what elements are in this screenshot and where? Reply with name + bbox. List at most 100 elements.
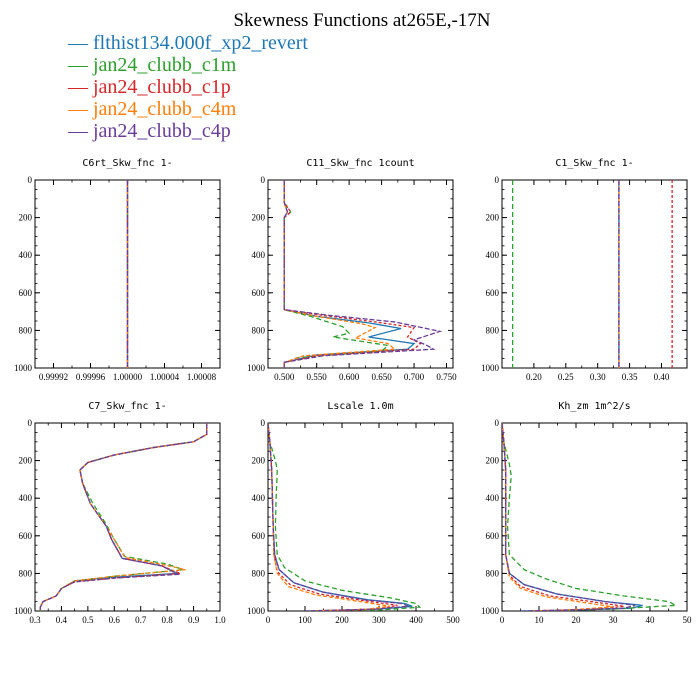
x-tick-label: 1.00000 (113, 372, 143, 382)
y-tick-label: 200 (19, 213, 33, 223)
x-tick-label: 400 (409, 615, 423, 625)
legend-entry-2: — jan24_clubb_c1m (67, 54, 237, 76)
legend-entry-5: — jan24_clubb_c4p (67, 120, 231, 142)
panel-title: C1_Skw_fnc 1- (555, 158, 633, 169)
x-tick-label: 100 (298, 615, 312, 625)
y-tick-label: 400 (486, 250, 500, 260)
x-tick-label: 1.00008 (187, 372, 217, 382)
panel-title: C6rt_Skw_fnc 1- (82, 158, 172, 169)
x-tick-label: 40 (646, 615, 656, 625)
x-tick-label: 0.3 (29, 615, 41, 625)
x-tick-label: 0 (266, 615, 271, 625)
x-tick-label: 0.99996 (76, 372, 106, 382)
y-tick-label: 400 (19, 493, 33, 503)
panel-title: C7_Skw_fnc 1- (88, 401, 166, 412)
series-line-5 (268, 423, 409, 611)
series-line-5 (283, 180, 443, 368)
y-tick-label: 0 (495, 418, 500, 428)
y-tick-label: 200 (486, 456, 500, 466)
series-line-4 (268, 423, 391, 611)
panel-3: C1_Skw_fnc 1- 0 200 400 600 800 1000 0.20 0.25 0.… (481, 158, 688, 382)
x-tick-label: 0.5 (82, 615, 94, 625)
x-tick-label: 0.30 (590, 372, 606, 382)
y-tick-label: 600 (19, 288, 33, 298)
x-tick-label: 50 (683, 615, 693, 625)
y-tick-label: 600 (486, 288, 500, 298)
x-tick-label: 0.700 (404, 372, 425, 382)
series-line-5 (502, 423, 636, 611)
x-tick-label: 1.0 (214, 615, 226, 625)
y-tick-label: 600 (252, 288, 266, 298)
y-tick-label: 1000 (481, 606, 500, 616)
series-line-4 (502, 423, 614, 611)
x-tick-label: 0.750 (436, 372, 457, 382)
x-tick-label: 0 (500, 615, 505, 625)
y-tick-label: 800 (252, 568, 266, 578)
y-tick-label: 400 (19, 250, 33, 260)
x-tick-label: 0.9 (188, 615, 200, 625)
legend-entry-4: — jan24_clubb_c4m (67, 98, 237, 120)
series-line-2 (502, 423, 679, 611)
series-line-4 (283, 180, 397, 368)
series-line-5 (39, 423, 208, 611)
y-tick-label: 800 (252, 325, 266, 335)
y-tick-label: 600 (19, 531, 33, 541)
y-tick-label: 600 (486, 531, 500, 541)
legend: — flthist134.000f_xp2_revert— jan24_club… (67, 32, 308, 142)
series-line-2 (268, 423, 422, 611)
legend-entry-3: — jan24_clubb_c1p (67, 76, 231, 98)
x-tick-label: 0.500 (274, 372, 295, 382)
y-tick-label: 400 (486, 493, 500, 503)
x-tick-label: 20 (572, 615, 582, 625)
y-tick-label: 0 (28, 418, 33, 428)
x-tick-label: 200 (335, 615, 349, 625)
figure-title: Skewness Functions at265E,-17N (233, 10, 490, 31)
x-tick-label: 0.6 (109, 615, 121, 625)
x-tick-label: 0.8 (162, 615, 174, 625)
x-tick-label: 0.550 (307, 372, 328, 382)
x-tick-label: 0.7 (135, 615, 147, 625)
y-tick-label: 600 (252, 531, 266, 541)
y-tick-label: 0 (495, 175, 500, 185)
y-tick-label: 800 (19, 325, 33, 335)
y-tick-label: 1000 (247, 363, 266, 373)
x-tick-label: 0.99992 (39, 372, 68, 382)
x-tick-label: 300 (372, 615, 386, 625)
x-tick-label: 0.20 (526, 372, 542, 382)
x-tick-label: 500 (446, 615, 460, 625)
x-tick-label: 30 (609, 615, 619, 625)
y-tick-label: 200 (252, 456, 266, 466)
x-tick-label: 0.650 (371, 372, 392, 382)
x-tick-label: 0.40 (654, 372, 670, 382)
y-tick-label: 0 (261, 175, 266, 185)
x-tick-label: 10 (535, 615, 545, 625)
panel-title: Lscale 1.0m (327, 401, 393, 412)
panel-2: C11_Skw_fnc 1count 0 200 400 600 800 1000 0.500… (247, 158, 457, 382)
y-tick-label: 800 (486, 568, 500, 578)
y-tick-label: 0 (28, 175, 33, 185)
x-tick-label: 0.600 (339, 372, 360, 382)
x-tick-label: 0.25 (558, 372, 574, 382)
x-tick-label: 0.4 (56, 615, 68, 625)
panel-title: C11_Skw_fnc 1count (306, 158, 414, 169)
y-tick-label: 400 (252, 493, 266, 503)
panel-title: Kh_zm 1m^2/s (558, 401, 630, 412)
panel-1: C6rt_Skw_fnc 1- 0 200 400 600 800 1000 0.99992 0… (14, 158, 221, 382)
y-tick-label: 0 (261, 418, 266, 428)
y-tick-label: 1000 (481, 363, 500, 373)
legend-entry-1: — flthist134.000f_xp2_revert (67, 32, 308, 54)
y-tick-label: 200 (19, 456, 33, 466)
y-tick-label: 200 (252, 213, 266, 223)
y-tick-label: 800 (19, 568, 33, 578)
y-tick-label: 400 (252, 250, 266, 260)
y-tick-label: 1000 (14, 606, 33, 616)
y-tick-label: 200 (486, 213, 500, 223)
y-tick-label: 1000 (247, 606, 266, 616)
x-tick-label: 1.00004 (150, 372, 180, 382)
